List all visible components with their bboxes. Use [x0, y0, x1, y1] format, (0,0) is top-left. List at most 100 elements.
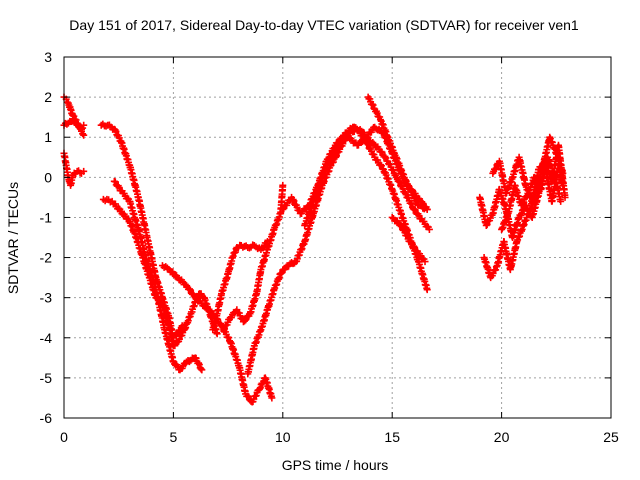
- series-trace: [171, 339, 180, 350]
- series-trace: [405, 182, 417, 195]
- series-arc-13: [364, 93, 431, 213]
- series-arc-5: [99, 195, 221, 350]
- series-trace: [135, 227, 151, 265]
- data-point: [80, 121, 88, 129]
- series-arc-10: [244, 125, 431, 378]
- series-trace: [245, 241, 257, 252]
- series-trace: [75, 167, 84, 177]
- series-trace: [251, 327, 264, 347]
- y-tick-label: -3: [40, 290, 53, 306]
- series-trace: [135, 196, 151, 240]
- y-tick-label: -2: [40, 250, 53, 266]
- series-trace: [418, 198, 430, 211]
- series-trace: [105, 121, 117, 133]
- series-trace: [166, 268, 181, 280]
- data-series: [60, 93, 569, 406]
- series-trace: [227, 339, 242, 369]
- series-trace: [118, 210, 133, 223]
- series-trace: [516, 203, 529, 219]
- x-tick-label: 20: [494, 429, 510, 445]
- series-trace: [389, 187, 404, 215]
- data-point: [421, 258, 429, 266]
- data-point: [279, 181, 287, 189]
- series-arc-6: [110, 177, 206, 374]
- series-trace: [221, 315, 233, 333]
- series-trace: [420, 218, 432, 231]
- series-trace: [241, 312, 253, 325]
- series-trace: [252, 243, 263, 253]
- series-trace: [160, 263, 171, 272]
- y-tick-label: -1: [40, 209, 53, 225]
- series-trace: [380, 168, 396, 193]
- series-trace: [301, 212, 317, 245]
- series-trace: [67, 106, 76, 118]
- series-trace: [310, 174, 326, 203]
- data-point: [557, 197, 565, 205]
- data-point: [80, 167, 88, 175]
- series-trace: [126, 163, 142, 201]
- series-trace: [171, 331, 180, 339]
- series-arc-3: [60, 149, 88, 189]
- series-trace: [152, 288, 168, 332]
- series-trace: [262, 375, 275, 400]
- series-trace: [239, 242, 250, 251]
- series-trace: [165, 324, 177, 349]
- data-point: [423, 205, 431, 213]
- series-trace: [192, 354, 205, 373]
- series-trace: [214, 291, 225, 315]
- series-trace: [244, 345, 258, 376]
- data-point: [220, 326, 228, 334]
- series-trace: [319, 154, 334, 179]
- series-arc-14: [388, 213, 429, 266]
- series-trace: [496, 188, 509, 213]
- y-axis-label: SDTVAR / TECUs: [5, 182, 21, 294]
- series-trace: [234, 308, 247, 323]
- series-trace: [363, 139, 378, 159]
- y-tick-label: -6: [40, 410, 53, 426]
- series-trace: [218, 270, 232, 295]
- series-trace: [288, 196, 304, 215]
- x-tick-label: 25: [603, 429, 619, 445]
- series-trace: [175, 276, 189, 289]
- y-tick-label: 3: [44, 49, 52, 65]
- series-trace: [120, 190, 133, 203]
- series-trace: [177, 359, 189, 373]
- y-tick-label: 0: [44, 169, 52, 185]
- x-tick-label: 5: [170, 429, 178, 445]
- series-trace: [197, 290, 207, 300]
- series-trace: [109, 200, 124, 213]
- axis-ticks: 0 5 10 15 20 25 -6 -5 -4 -3 -2 -1 0 1 2 3: [40, 49, 619, 445]
- data-point: [423, 286, 431, 294]
- series-trace: [264, 287, 278, 311]
- x-tick-label: 15: [384, 429, 400, 445]
- series-trace: [65, 101, 74, 111]
- plot-frame: [63, 56, 612, 419]
- x-tick-label: 0: [60, 429, 68, 445]
- data-point: [213, 330, 221, 338]
- series-trace: [161, 329, 177, 365]
- series-trace: [181, 313, 194, 333]
- series-trace: [555, 143, 569, 199]
- y-tick-label: -5: [40, 370, 53, 386]
- series-trace: [253, 268, 265, 295]
- series-trace: [416, 250, 428, 263]
- series-trace: [117, 139, 133, 169]
- series-trace: [483, 211, 496, 229]
- series-trace: [407, 238, 421, 256]
- series-trace: [411, 206, 426, 223]
- data-point: [268, 394, 276, 402]
- series-trace: [509, 215, 523, 240]
- data-point: [425, 225, 433, 233]
- series-trace: [234, 241, 244, 252]
- series-trace: [341, 124, 356, 137]
- series-arc-2: [60, 117, 88, 133]
- series-trace: [368, 139, 382, 151]
- data-point: [69, 111, 77, 119]
- series-trace: [385, 160, 400, 179]
- series-trace: [70, 169, 80, 178]
- series-trace: [264, 226, 278, 251]
- data-point: [78, 125, 86, 133]
- series-trace: [126, 198, 142, 232]
- series-trace: [411, 190, 424, 203]
- data-point: [482, 221, 490, 229]
